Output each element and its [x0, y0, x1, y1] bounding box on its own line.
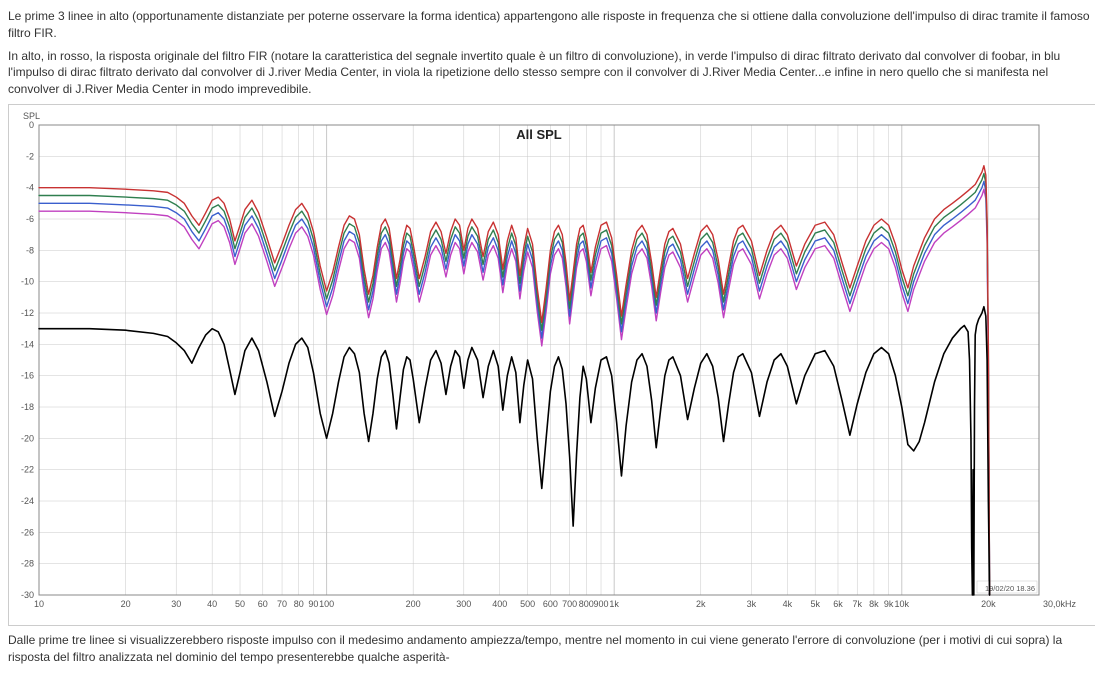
- svg-text:-18: -18: [21, 402, 34, 412]
- svg-text:0: 0: [29, 120, 34, 130]
- svg-text:-30: -30: [21, 590, 34, 600]
- svg-text:-26: -26: [21, 527, 34, 537]
- svg-text:20k: 20k: [981, 599, 996, 609]
- svg-text:8k: 8k: [869, 599, 879, 609]
- svg-text:SPL: SPL: [23, 111, 40, 121]
- paragraph-2: In alto, in rosso, la risposta originale…: [8, 48, 1095, 98]
- svg-text:200: 200: [406, 599, 421, 609]
- svg-text:6k: 6k: [833, 599, 843, 609]
- svg-text:50: 50: [235, 599, 245, 609]
- spl-chart-svg: 1020304050607080901002003004005006007008…: [9, 105, 1095, 625]
- svg-text:400: 400: [492, 599, 507, 609]
- svg-text:800: 800: [579, 599, 594, 609]
- svg-text:-8: -8: [26, 245, 34, 255]
- svg-text:3k: 3k: [747, 599, 757, 609]
- svg-text:-2: -2: [26, 151, 34, 161]
- svg-text:5k: 5k: [810, 599, 820, 609]
- svg-text:-20: -20: [21, 433, 34, 443]
- svg-text:100: 100: [319, 599, 334, 609]
- svg-text:70: 70: [277, 599, 287, 609]
- svg-text:30,0kHz: 30,0kHz: [1043, 599, 1077, 609]
- svg-text:2k: 2k: [696, 599, 706, 609]
- svg-text:700: 700: [562, 599, 577, 609]
- svg-text:19/02/20 18.36: 19/02/20 18.36: [985, 584, 1035, 593]
- svg-text:9k: 9k: [884, 599, 894, 609]
- svg-text:300: 300: [456, 599, 471, 609]
- paragraph-1: Le prime 3 linee in alto (opportunamente…: [8, 8, 1095, 42]
- svg-text:80: 80: [294, 599, 304, 609]
- svg-text:10k: 10k: [895, 599, 910, 609]
- svg-text:-4: -4: [26, 183, 34, 193]
- svg-text:-28: -28: [21, 559, 34, 569]
- svg-text:-10: -10: [21, 277, 34, 287]
- svg-text:600: 600: [543, 599, 558, 609]
- svg-text:1k: 1k: [609, 599, 619, 609]
- svg-text:20: 20: [121, 599, 131, 609]
- svg-text:10: 10: [34, 599, 44, 609]
- svg-text:4k: 4k: [783, 599, 793, 609]
- svg-text:500: 500: [520, 599, 535, 609]
- svg-text:90: 90: [308, 599, 318, 609]
- svg-text:-22: -22: [21, 465, 34, 475]
- svg-text:-16: -16: [21, 371, 34, 381]
- svg-text:-14: -14: [21, 339, 34, 349]
- svg-text:7k: 7k: [852, 599, 862, 609]
- svg-text:-12: -12: [21, 308, 34, 318]
- svg-text:-6: -6: [26, 214, 34, 224]
- svg-text:40: 40: [207, 599, 217, 609]
- svg-text:60: 60: [258, 599, 268, 609]
- svg-text:All SPL: All SPL: [516, 127, 562, 142]
- svg-text:-24: -24: [21, 496, 34, 506]
- paragraph-3: Dalle prime tre linee si visualizzerebbe…: [8, 632, 1095, 666]
- svg-text:30: 30: [171, 599, 181, 609]
- spl-chart: 1020304050607080901002003004005006007008…: [8, 104, 1095, 626]
- svg-text:900: 900: [594, 599, 609, 609]
